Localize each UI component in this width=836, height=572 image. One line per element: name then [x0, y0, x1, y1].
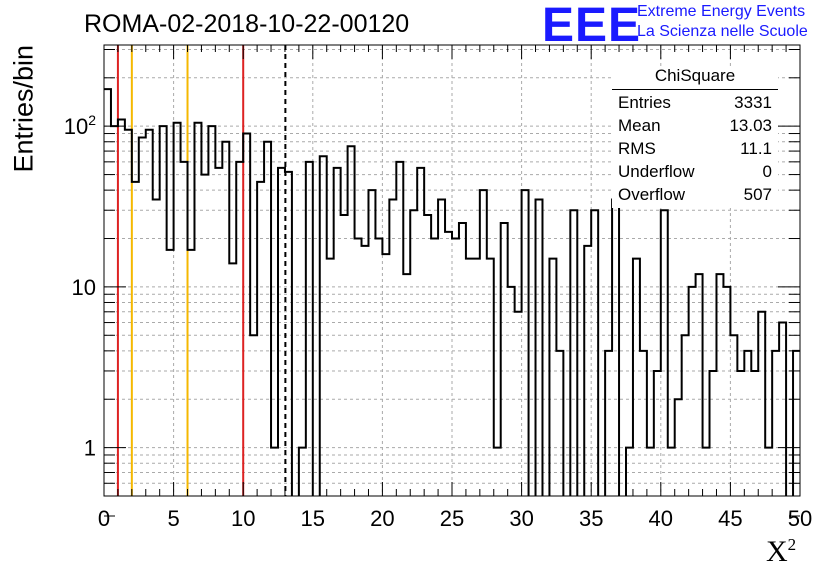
stats-row-overflow: Overflow 507 — [618, 185, 772, 208]
logo-subtitle-2: La Scienza nelle Scuole — [637, 23, 808, 40]
stats-label: Entries — [618, 93, 671, 112]
histogram-layer — [104, 88, 800, 496]
stats-value: 11.1 — [740, 139, 772, 158]
stats-label: Underflow — [618, 162, 695, 181]
y-tick-label: 1 — [84, 436, 96, 461]
x-tick-label: 0 — [98, 506, 110, 531]
x-tick-label: 45 — [718, 506, 742, 531]
y-tick-label: 102 — [64, 112, 96, 139]
eee-logo: EEE — [542, 0, 642, 52]
stats-title: ChiSquare — [654, 66, 736, 85]
x-axis-label: X2 — [766, 535, 797, 568]
stats-row-entries: Entries 3331 — [618, 93, 772, 116]
x-tick-label: 20 — [370, 506, 394, 531]
histogram-outline — [104, 88, 800, 496]
stats-value: 507 — [743, 185, 772, 204]
stats-row-underflow: Underflow 0 — [618, 162, 772, 185]
reference-lines — [116, 45, 287, 496]
stats-divider — [612, 89, 778, 90]
x-tick-label: 5 — [167, 506, 179, 531]
stats-label: Mean — [618, 116, 661, 135]
x-tick-label: 30 — [509, 506, 533, 531]
tick-labels: 0 5 10 15 20 25 30 35 40 45 50 1 10 102 — [64, 112, 813, 531]
x-tick-label: 40 — [649, 506, 673, 531]
stats-value: 0 — [762, 162, 772, 181]
y-tick-label: 10 — [72, 275, 96, 300]
stats-row-mean: Mean 13.03 — [618, 116, 772, 139]
run-title: ROMA-02-2018-10-22-00120 — [84, 10, 410, 38]
x-tick-label: 35 — [579, 506, 603, 531]
x-tick-label: 15 — [301, 506, 325, 531]
stats-value: 13.03 — [729, 116, 772, 135]
y-axis-label: Entries/bin — [8, 44, 39, 173]
stats-label: RMS — [618, 139, 656, 158]
axis-ticks — [103, 45, 801, 517]
x-tick-label: 50 — [788, 506, 812, 531]
stats-value: 3331 — [734, 93, 772, 112]
logo-subtitle-1: Extreme Energy Events — [637, 3, 806, 20]
stats-box: ChiSquare Entries 3331 Mean 13.03 RMS 11… — [612, 66, 778, 208]
stats-row-rms: RMS 11.1 — [618, 139, 772, 162]
stats-label: Overflow — [618, 185, 686, 204]
x-tick-label: 25 — [440, 506, 464, 531]
x-tick-label: 10 — [231, 506, 255, 531]
